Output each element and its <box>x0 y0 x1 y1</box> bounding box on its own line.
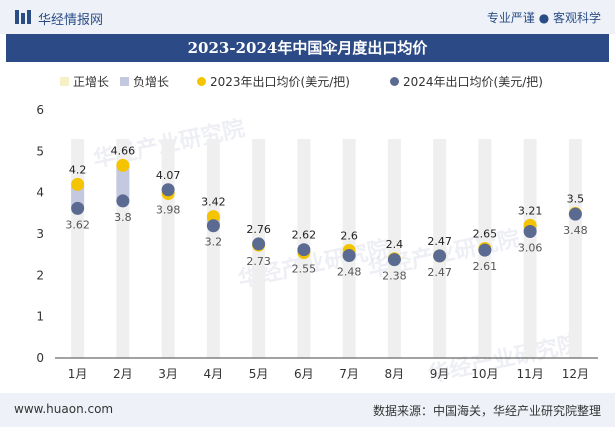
point-2024 <box>252 237 266 251</box>
x-tick-label: 7月 <box>339 367 359 381</box>
label-2024: 2.61 <box>473 260 498 273</box>
legend-label-2: 2023年出口均价(美元/把) <box>210 75 350 89</box>
label-2024: 3.06 <box>518 242 543 255</box>
growth-band <box>116 165 130 201</box>
legend-swatch-2 <box>197 77 206 86</box>
x-tick-label: 11月 <box>516 367 543 381</box>
x-tick-label: 5月 <box>249 367 269 381</box>
x-tick-label: 6月 <box>294 367 314 381</box>
chart-title: 2023-2024年中国伞月度出口均价 <box>187 39 428 57</box>
footer-bar: www.huaon.com 数据来源：中国海关，华经产业研究院整理 <box>0 393 615 427</box>
label-2024: 2.48 <box>337 265 362 278</box>
y-tick-label: 1 <box>36 310 44 324</box>
y-tick-label: 4 <box>36 186 44 200</box>
label-2023: 2.6 <box>340 230 358 243</box>
category-column <box>387 139 401 358</box>
y-tick-label: 0 <box>36 351 44 365</box>
label-2024: 3.8 <box>114 211 132 224</box>
point-2024 <box>433 249 447 263</box>
x-tick-label: 1月 <box>68 367 88 381</box>
x-tick-label: 3月 <box>158 367 178 381</box>
category-column <box>433 139 447 358</box>
category-column <box>206 139 220 358</box>
footer-url: www.huaon.com <box>14 402 114 416</box>
label-2023: 3.5 <box>567 192 585 205</box>
x-tick-label: 12月 <box>562 367 589 381</box>
legend-label-3: 2024年出口均价(美元/把) <box>403 75 543 89</box>
title-bar: 2023-2024年中国伞月度出口均价 <box>6 34 609 62</box>
footer-source: 数据来源：中国海关，华经产业研究院整理 <box>372 404 601 418</box>
label-2023: 2.55 <box>292 263 317 276</box>
x-tick-label: 8月 <box>385 367 405 381</box>
label-2023: 3.98 <box>156 203 181 216</box>
legend-swatch-3 <box>390 77 399 86</box>
label-2024: 3.62 <box>65 218 90 231</box>
header-bar: 华经情报网 专业严谨 ● 客观科学 <box>0 0 615 34</box>
label-2023: 2.73 <box>246 255 271 268</box>
x-tick-label: 10月 <box>471 367 498 381</box>
label-2023: 2.47 <box>427 235 452 248</box>
chart-area: 华经产业研究院华经产业研究院华经产业研究院华经产业研究院 正增长负增长2023年… <box>36 75 598 388</box>
point-2023 <box>116 158 130 172</box>
label-2023: 4.66 <box>111 144 136 157</box>
point-2023 <box>206 210 220 224</box>
site-name: 华经情报网 <box>38 13 104 28</box>
legend-label-0: 正增长 <box>73 75 109 89</box>
label-2023: 2.4 <box>386 238 404 251</box>
x-tick-label: 9月 <box>430 367 450 381</box>
point-2024 <box>342 248 356 262</box>
label-2024: 4.07 <box>156 169 181 182</box>
label-2024: 2.76 <box>246 223 271 236</box>
label-2023: 2.65 <box>473 227 498 240</box>
category-column <box>523 139 537 358</box>
legend-swatch-1 <box>120 77 129 86</box>
label-2024: 2.62 <box>292 229 317 242</box>
label-2023: 4.2 <box>69 163 87 176</box>
label-2024: 3.48 <box>563 224 588 237</box>
label-2023: 3.42 <box>201 196 226 209</box>
label-2024: 2.47 <box>427 266 452 279</box>
legend-label-1: 负增长 <box>133 75 169 89</box>
growth-band <box>71 184 85 209</box>
label-2023: 3.21 <box>518 204 543 217</box>
logo-icon <box>15 10 31 24</box>
x-tick-label: 2月 <box>113 367 133 381</box>
point-2024 <box>387 253 401 267</box>
point-2024 <box>478 243 492 257</box>
category-column <box>568 139 582 358</box>
y-tick-label: 6 <box>36 103 44 117</box>
point-2024 <box>161 183 175 197</box>
point-2024 <box>568 207 582 221</box>
point-2023 <box>71 177 85 191</box>
legend-swatch-0 <box>60 77 69 86</box>
slogan: 专业严谨 ● 客观科学 <box>486 11 601 25</box>
x-tick-label: 4月 <box>204 367 224 381</box>
y-tick-label: 2 <box>36 268 44 282</box>
point-2024 <box>71 201 85 215</box>
point-2024 <box>206 219 220 233</box>
label-2024: 2.38 <box>382 270 407 283</box>
y-tick-label: 5 <box>36 144 44 158</box>
y-tick-label: 3 <box>36 227 44 241</box>
point-2024 <box>523 225 537 239</box>
point-2024 <box>297 243 311 257</box>
point-2024 <box>116 194 130 208</box>
label-2024: 3.2 <box>205 236 223 249</box>
